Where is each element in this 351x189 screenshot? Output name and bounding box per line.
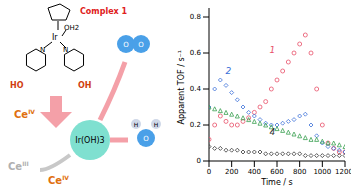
svg-text:600: 600: [270, 168, 283, 176]
svg-text:1200: 1200: [335, 168, 343, 176]
svg-text:800: 800: [293, 168, 306, 176]
svg-text:CeIV: CeIV: [14, 108, 35, 120]
svg-text:Complex 1: Complex 1: [80, 7, 128, 16]
svg-text:1000: 1000: [313, 168, 331, 176]
svg-text:O: O: [138, 41, 144, 49]
svg-text:OH2: OH2: [64, 24, 79, 32]
svg-text:200: 200: [225, 168, 238, 176]
svg-text:0: 0: [197, 157, 201, 165]
svg-text:4: 4: [270, 127, 276, 137]
svg-text:HO: HO: [10, 81, 24, 90]
svg-text:H: H: [154, 121, 159, 128]
svg-text:N: N: [63, 46, 69, 54]
svg-text:O: O: [143, 135, 149, 143]
svg-text:0.4: 0.4: [190, 85, 202, 93]
svg-text:0: 0: [207, 168, 211, 176]
svg-text:1: 1: [270, 45, 276, 55]
svg-text:2: 2: [225, 66, 231, 76]
svg-text:H: H: [134, 121, 139, 128]
svg-text:Ir(OH)3: Ir(OH)3: [75, 136, 104, 145]
svg-text:CeIII: CeIII: [8, 160, 29, 172]
svg-text:0.2: 0.2: [190, 121, 201, 129]
svg-text:N: N: [40, 46, 46, 54]
svg-text:Ir: Ir: [52, 33, 58, 42]
svg-text:0.6: 0.6: [190, 49, 202, 57]
svg-text:CeIV: CeIV: [48, 174, 69, 186]
svg-text:OH: OH: [78, 81, 92, 90]
svg-text:O: O: [123, 41, 129, 49]
svg-text:0.8: 0.8: [190, 13, 201, 21]
svg-text:Time / s: Time / s: [260, 178, 293, 187]
svg-text:Apparent TOF / s⁻¹: Apparent TOF / s⁻¹: [177, 50, 186, 124]
svg-text:400: 400: [248, 168, 261, 176]
